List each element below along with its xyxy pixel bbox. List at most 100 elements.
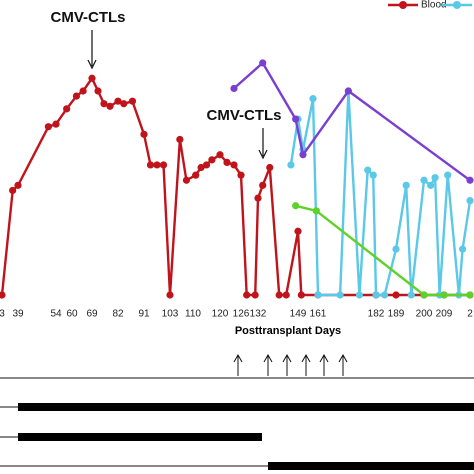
data-point (52, 120, 60, 128)
data-point (251, 291, 259, 299)
series-line (289, 90, 472, 297)
data-point (9, 186, 17, 195)
data-point (166, 291, 174, 299)
data-point (392, 291, 400, 299)
data-point (100, 100, 108, 108)
x-tick-label: 120 (212, 309, 229, 320)
data-point (44, 123, 53, 131)
data-point (128, 97, 137, 105)
data-point (440, 291, 448, 299)
data-point (176, 135, 184, 144)
x-tick-label: 189 (388, 309, 405, 320)
data-point (355, 291, 364, 299)
annotation: CMV-CTLs (207, 107, 282, 124)
data-point (223, 158, 231, 166)
data-point (153, 161, 161, 169)
data-point (466, 291, 474, 299)
data-point (159, 161, 168, 169)
data-point (292, 202, 300, 210)
data-point (309, 95, 317, 103)
data-point (444, 171, 452, 179)
data-point (197, 163, 205, 172)
data-point (299, 151, 307, 159)
data-point (344, 87, 352, 95)
data-point (427, 181, 435, 189)
data-point (120, 100, 128, 108)
x-tick-label: 200 (416, 309, 433, 320)
data-point (259, 181, 267, 189)
x-tick-label: 2 (467, 309, 473, 320)
data-point (294, 227, 302, 235)
treatment-arrows (233, 353, 348, 376)
data-point (407, 291, 415, 299)
data-point (94, 87, 102, 95)
x-tick-label: 60 (66, 309, 78, 320)
data-point (63, 105, 71, 113)
data-point (182, 176, 191, 184)
data-point (297, 291, 305, 299)
data-point (287, 161, 295, 169)
data-point (312, 207, 320, 215)
data-point (402, 181, 410, 189)
data-point (192, 171, 200, 179)
x-tick-label: 3 (0, 309, 5, 320)
data-point (202, 161, 211, 169)
data-point (292, 115, 300, 123)
x-tick-label: 110 (185, 309, 201, 320)
x-tick-label: 91 (138, 309, 150, 320)
data-point (275, 291, 283, 299)
data-point (266, 163, 274, 172)
x-tick-label: 126 (233, 309, 250, 320)
data-point (420, 291, 428, 299)
x-tick-label: 54 (50, 309, 62, 320)
data-point (0, 291, 6, 299)
x-tick-label: 69 (86, 309, 98, 320)
data-point (208, 156, 216, 164)
data-point (114, 97, 122, 105)
data-point (466, 197, 474, 205)
data-point (140, 130, 148, 138)
data-point (259, 59, 267, 67)
data-point (282, 291, 290, 299)
data-point (230, 161, 238, 169)
data-point (79, 87, 87, 95)
x-tick-label: 39 (12, 309, 24, 320)
data-point (243, 291, 251, 299)
data-point (72, 92, 81, 100)
data-point (420, 176, 428, 184)
annotation: CMV-CTLs (51, 9, 126, 26)
data-point (372, 291, 380, 299)
data-point (106, 102, 114, 110)
x-tick-label: 161 (310, 309, 327, 320)
annotation-arrow-head (258, 149, 268, 160)
data-point (254, 194, 262, 202)
annotation-arrow-head (87, 59, 97, 70)
data-point (336, 291, 344, 299)
data-point (14, 181, 22, 189)
legend-marker (399, 1, 407, 9)
data-point (216, 151, 224, 159)
data-point (458, 245, 467, 253)
x-tick-label: 82 (112, 309, 124, 320)
data-point (380, 291, 389, 299)
x-axis-label: Posttransplant Days (235, 325, 341, 337)
legend-marker (453, 1, 461, 9)
data-point (466, 176, 474, 184)
data-point (88, 74, 96, 82)
x-tick-label: 209 (436, 309, 453, 320)
data-point (392, 245, 400, 253)
data-point (364, 166, 372, 174)
series-line (233, 61, 471, 182)
x-tick-label: 182 (368, 309, 385, 320)
legend-label: Blood (421, 0, 447, 11)
data-point (237, 171, 245, 179)
data-point (146, 161, 155, 169)
data-point (369, 171, 377, 179)
data-point (230, 84, 238, 93)
x-tick-label: 132 (250, 309, 267, 320)
data-point (431, 174, 439, 182)
timeline-bars (0, 377, 474, 470)
x-tick-label: 103 (162, 309, 179, 320)
data-point (314, 291, 322, 299)
